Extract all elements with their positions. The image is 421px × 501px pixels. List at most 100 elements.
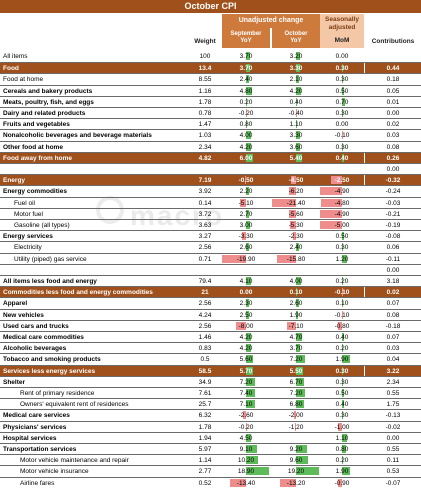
sep-cell bbox=[222, 75, 270, 84]
row-label: All items less food and energy bbox=[3, 278, 97, 285]
oct-cell bbox=[272, 254, 320, 263]
contribution-value: 0.53 bbox=[386, 468, 400, 476]
oct-value: 0.40 bbox=[289, 98, 303, 106]
oct-bar bbox=[296, 299, 300, 308]
mom-cell bbox=[320, 131, 364, 140]
mom-value: 0.20 bbox=[335, 345, 349, 353]
table-row: Used cars and trucks 2.56 -8.00 -7.10 -0.80 -… bbox=[0, 319, 421, 332]
oct-cell bbox=[272, 456, 320, 465]
oct-cell bbox=[272, 288, 320, 297]
mom-value: -4.90 bbox=[334, 188, 350, 196]
mom-bar bbox=[342, 97, 346, 106]
table-row: Rent of primary residence 7.61 7.40 7.20 0.5… bbox=[0, 387, 421, 399]
mom-cell bbox=[320, 187, 364, 196]
oct-cell bbox=[272, 344, 320, 353]
mom-value: 1.90 bbox=[335, 356, 349, 364]
oct-value: 9.20 bbox=[289, 446, 303, 453]
contribution-value: 0.08 bbox=[386, 311, 400, 319]
contribution-value: 2.34 bbox=[386, 378, 400, 386]
oct-bar bbox=[296, 277, 301, 285]
table-row: Food 13.4 3.70 3.30 0.30 0.44 bbox=[0, 62, 421, 74]
mom-header: Seasonally adjusted MoM bbox=[320, 14, 364, 48]
weight-value: 1.78 bbox=[198, 423, 212, 431]
sep-value: 9.10 bbox=[239, 446, 253, 453]
weight-value: 0.52 bbox=[198, 479, 212, 487]
oct-bar bbox=[296, 75, 299, 84]
table-row: All items less food and energy 79.4 4.10 4.… bbox=[0, 275, 421, 287]
row-label: All items bbox=[3, 53, 28, 60]
sep-bar bbox=[246, 209, 250, 218]
mom-bar bbox=[342, 254, 348, 263]
sep-cell bbox=[222, 52, 270, 60]
row-label: New vehicles bbox=[3, 311, 44, 319]
table-row: Shelter 34.9 7.20 6.70 0.30 2.34 bbox=[0, 375, 421, 388]
row-label: Food at home bbox=[3, 76, 44, 84]
sep-cell bbox=[222, 467, 270, 476]
mom-cell bbox=[320, 142, 364, 151]
sep-bar bbox=[246, 445, 257, 453]
seasonally-adjusted-label: Seasonally adjusted bbox=[320, 16, 364, 32]
row-label: Alcoholic beverages bbox=[3, 345, 67, 353]
sep-bar bbox=[246, 131, 251, 140]
contribution-value: 0.26 bbox=[365, 152, 421, 163]
sep-value: 3.70 bbox=[239, 53, 253, 60]
mom-label: MoM bbox=[334, 37, 350, 44]
weight-value: 7.61 bbox=[198, 390, 212, 397]
mom-cell bbox=[320, 400, 364, 409]
table-row: Apparel 2.56 2.30 2.60 0.10 0.07 bbox=[0, 297, 421, 309]
mom-cell bbox=[320, 310, 364, 319]
oct-cell bbox=[272, 109, 320, 117]
mom-cell bbox=[320, 411, 364, 420]
sep-value: -3.30 bbox=[238, 233, 254, 241]
row-label: Services less energy services bbox=[3, 367, 96, 375]
table-row: Nonalcoholic beverages and beverage mate… bbox=[0, 129, 421, 141]
table-row: Owners' equivalent rent of residences 25.… bbox=[0, 398, 421, 410]
sep-value: -8.00 bbox=[238, 322, 254, 330]
row-label: Food away from home bbox=[3, 154, 72, 162]
mom-bar bbox=[342, 355, 351, 364]
sep-bar bbox=[246, 377, 255, 386]
oct-value: 1.90 bbox=[289, 311, 303, 319]
mom-cell bbox=[320, 321, 364, 330]
mom-bar bbox=[342, 75, 344, 84]
sep-bar bbox=[245, 176, 246, 185]
sep-value: 4.20 bbox=[239, 345, 253, 353]
sep-value: 4.80 bbox=[239, 87, 253, 95]
table-row: Other food at home 2.34 4.20 3.60 0.30 0.08 bbox=[0, 140, 421, 153]
row-label: Hospital services bbox=[3, 434, 57, 442]
table-row: Motor vehicle insurance 2.77 18.90 19.20 1.9… bbox=[0, 465, 421, 477]
oct-cell bbox=[272, 221, 320, 229]
sep-bar bbox=[246, 355, 253, 364]
table-row: Airline fares 0.52 -13.40 -13.20 -0.90 -0.07 bbox=[0, 476, 421, 489]
mom-cell bbox=[320, 299, 364, 308]
sep-cell bbox=[222, 433, 270, 442]
sep-cell bbox=[222, 422, 270, 431]
sep-bar bbox=[246, 333, 252, 341]
row-label: Dairy and related products bbox=[3, 110, 86, 117]
contribution-value: -0.02 bbox=[385, 423, 401, 431]
row-label: Motor fuel bbox=[14, 210, 43, 218]
table-row: Meats, poultry, fish, and eggs 1.78 0.20 0.… bbox=[0, 95, 421, 108]
mom-value: 0.40 bbox=[335, 154, 349, 162]
mom-cell bbox=[320, 232, 364, 241]
table-title: October CPI bbox=[0, 0, 421, 13]
oct-cell bbox=[272, 377, 320, 386]
sep-cell bbox=[222, 456, 270, 465]
oct-bar bbox=[296, 243, 299, 252]
contributions-header: Contributions bbox=[371, 38, 415, 45]
weight-value: 5.97 bbox=[198, 446, 212, 453]
mom-bar bbox=[342, 366, 344, 375]
october-label: October bbox=[284, 31, 308, 37]
mom-value: 0.20 bbox=[335, 457, 349, 465]
mom-cell bbox=[320, 344, 364, 353]
weight-value: 0.83 bbox=[198, 345, 212, 353]
oct-value: -13.20 bbox=[286, 479, 306, 487]
mom-value: -1.00 bbox=[334, 423, 350, 431]
weight-value: 2.56 bbox=[198, 244, 212, 252]
sep-value: 0.20 bbox=[239, 98, 253, 106]
weight-value: 2.77 bbox=[198, 468, 212, 476]
contribution-value: 0.05 bbox=[386, 87, 400, 95]
sep-value: 18.90 bbox=[237, 468, 255, 476]
weight-value: 2.56 bbox=[198, 322, 212, 330]
